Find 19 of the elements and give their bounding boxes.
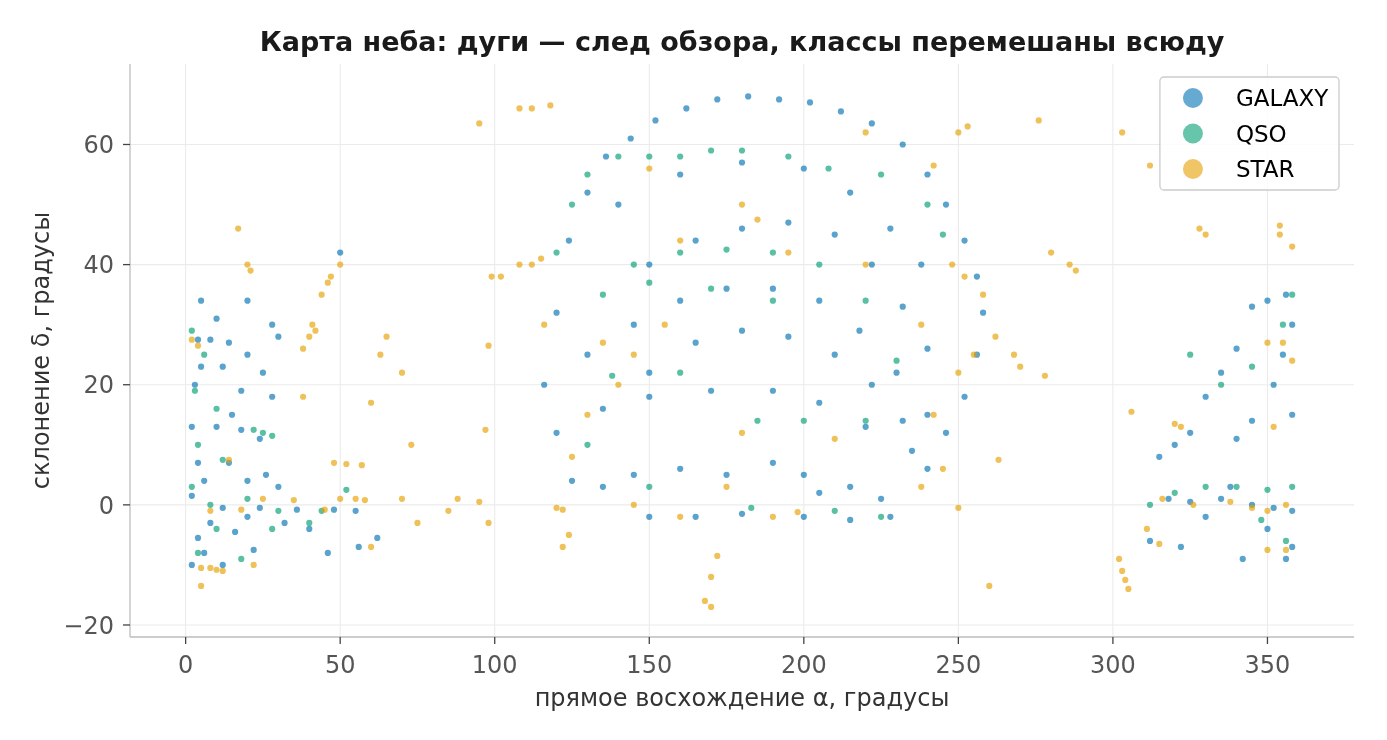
legend-label: GALAXY bbox=[1235, 85, 1330, 112]
legend-label: QSO bbox=[1235, 120, 1287, 147]
x-tick-label: 200 bbox=[780, 651, 827, 679]
x-tick-label: 150 bbox=[626, 651, 673, 679]
x-axis-title: прямое восхождение α, градусы bbox=[534, 684, 950, 712]
y-tick-label: 20 bbox=[83, 371, 114, 400]
y-tick-label: −20 bbox=[63, 611, 114, 640]
x-tick-label: 0 bbox=[178, 651, 194, 679]
x-tick-label: 350 bbox=[1244, 651, 1291, 679]
x-tick-label: 250 bbox=[935, 651, 982, 679]
x-tick-label: 50 bbox=[324, 651, 356, 679]
y-axis-title: склонение δ, градусы bbox=[27, 211, 55, 490]
x-tick-label: 100 bbox=[471, 651, 518, 679]
chart-title: Карта неба: дуги — след обзора, классы перемешаны всюду bbox=[259, 26, 1225, 57]
legend-label: STAR bbox=[1235, 156, 1295, 183]
y-tick-label: 60 bbox=[83, 131, 114, 160]
y-tick-label: 40 bbox=[83, 251, 114, 280]
y-tick-label: 0 bbox=[98, 491, 114, 520]
x-tick-label: 300 bbox=[1090, 651, 1136, 679]
